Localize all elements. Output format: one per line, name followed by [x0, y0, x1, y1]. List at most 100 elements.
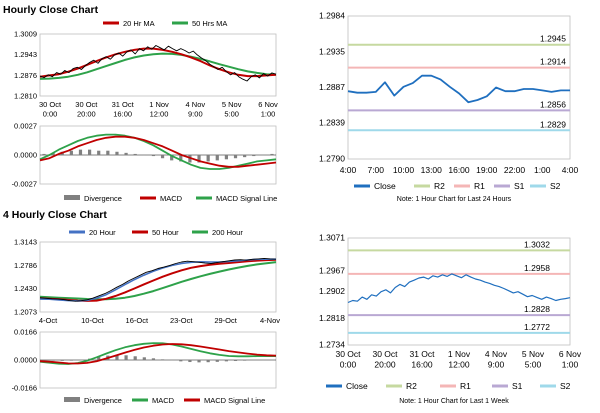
four-hourly-zoom-panel: 1.3071 1.2967 1.2902 1.2818 1.2734 1.3032 1.29… — [304, 226, 600, 412]
divergence-bar — [233, 155, 238, 159]
legend-label: 50 Hour — [152, 228, 179, 237]
divergence-bar — [115, 354, 119, 360]
divergence-bar — [170, 155, 174, 161]
legend-label: R1 — [474, 181, 485, 191]
x-tick-label: 1:00 — [562, 360, 579, 370]
series-close — [347, 74, 570, 104]
divergence-bar — [133, 356, 137, 360]
divergence-bar — [78, 149, 83, 155]
divergence-bar — [124, 355, 128, 360]
y-tick-label: 1.2876 — [14, 71, 37, 80]
legend-label: S2 — [550, 181, 561, 191]
x-tick-label: 31 Oct — [409, 349, 435, 359]
x-tick-label: 10-Oct — [81, 316, 104, 325]
x-tick-label: 13:00 — [421, 165, 443, 175]
four-hourly-macd-panel: 0.0166 0.0000 -0.0166 Divergence MACD MACD Si… — [0, 328, 292, 412]
x-tick-label: 19:00 — [476, 165, 498, 175]
level-label-s1: 1.2828 — [524, 304, 550, 314]
x-tick-label: 5 Nov — [222, 100, 242, 109]
legend-label: Close — [374, 181, 396, 191]
divergence-bar — [142, 357, 146, 360]
divergence-bar — [69, 150, 73, 155]
divergence-bar — [252, 155, 256, 157]
legend-label: R2 — [406, 381, 417, 391]
x-tick-label: 5:00 — [525, 360, 542, 370]
plot-area — [39, 241, 277, 313]
hourly-macd-chart: 0.0027 0.0000 -0.0027 Divergence MACD MACD Si… — [12, 122, 278, 204]
divergence-bar — [261, 155, 265, 156]
hourly-price-panel: 20 Hr MA 50 Hrs MA 1.3009 1.2943 1.2876 1.281… — [0, 18, 292, 128]
y-tick-label: 0.0166 — [14, 328, 37, 337]
y-tick-label: 1.2810 — [14, 92, 37, 101]
divergence-bar — [252, 360, 256, 361]
divergence-bar — [243, 360, 247, 361]
x-tick-label: 0:00 — [340, 360, 357, 370]
divergence-bar — [115, 151, 119, 155]
x-tick-label: 4 Nov — [186, 100, 206, 109]
x-tick-label: 16:00 — [411, 360, 433, 370]
level-label-r2: 1.3032 — [524, 239, 550, 249]
legend-label: 50 Hrs MA — [192, 19, 227, 28]
series-50hr-ma — [39, 52, 277, 80]
x-tick-label: 1 Nov — [149, 100, 169, 109]
x-tick-label: 29-Oct — [214, 316, 237, 325]
y-tick-label: 1.2967 — [319, 266, 345, 276]
divergence-bar — [60, 360, 64, 361]
divergence-bar — [151, 155, 156, 157]
divergence-bar — [42, 153, 46, 155]
legend-label: 20 Hour — [89, 228, 116, 237]
level-label-r1: 1.2958 — [524, 263, 550, 273]
legend-swatch — [64, 195, 80, 200]
legend-swatch — [64, 397, 80, 402]
four-hourly-price-panel: 20 Hour 50 Hour 200 Hour 1.3143 1.2786 1.2430… — [0, 226, 292, 330]
divergence-bar — [151, 358, 156, 360]
y-tick-label: -0.0166 — [12, 384, 37, 393]
divergence-bar — [160, 359, 165, 360]
x-tick-label: 4:00 — [562, 165, 579, 175]
x-tick-label: 4-Nov — [260, 316, 280, 325]
x-tick-label: 1:00 — [534, 165, 551, 175]
four-hourly-title: 4 Hourly Close Chart — [3, 209, 107, 221]
divergence-bar — [170, 360, 174, 361]
x-tick-label: 4 Nov — [485, 349, 508, 359]
x-tick-label: 9:00 — [188, 110, 203, 119]
y-tick-label: 1.3071 — [319, 233, 345, 243]
divergence-bar — [97, 150, 101, 155]
four-hourly-zoom-chart: 1.3071 1.2967 1.2902 1.2818 1.2734 1.3032 1.29… — [319, 233, 582, 406]
divergence-bar — [261, 360, 265, 361]
divergence-bar — [179, 155, 183, 162]
divergence-bar — [42, 360, 46, 361]
y-tick-label: 0.0027 — [14, 122, 37, 131]
series-20-hour — [39, 258, 276, 302]
x-tick-label: 20:00 — [77, 110, 96, 119]
x-tick-label: 23-Oct — [170, 316, 193, 325]
divergence-bar — [197, 155, 201, 163]
divergence-bar — [97, 356, 101, 360]
plot-area — [347, 237, 571, 346]
chart-note: Note: 1 Hour Chart for Last 1 Week — [399, 398, 509, 405]
level-label-s2: 1.2829 — [540, 119, 566, 129]
legend-label: MACD — [160, 194, 183, 203]
hourly-zoom-chart: 1.2984 1.2935 1.2887 1.2839 1.2790 1.2945 1.29… — [319, 11, 579, 204]
divergence-bar — [69, 360, 73, 361]
x-tick-label: 6 Nov — [258, 100, 278, 109]
level-label-r2: 1.2945 — [540, 34, 566, 44]
level-label-s1: 1.2856 — [540, 99, 566, 109]
y-tick-label: 1.2790 — [319, 154, 345, 164]
x-tick-label: 30 Oct — [372, 349, 398, 359]
divergence-bar — [197, 360, 201, 363]
y-tick-label: 1.2887 — [319, 82, 345, 92]
divergence-bar — [215, 155, 219, 161]
x-tick-label: 4-Oct — [39, 316, 58, 325]
x-tick-label: 30 Oct — [75, 100, 98, 109]
y-tick-label: 1.3143 — [14, 238, 37, 247]
divergence-bar — [224, 360, 228, 362]
legend-label: Divergence — [84, 194, 122, 203]
legend-label: R1 — [460, 381, 471, 391]
x-tick-label: 1:00 — [261, 110, 276, 119]
series-close — [39, 45, 277, 82]
legend-label: S1 — [514, 181, 525, 191]
x-tick-label: 7:00 — [367, 165, 384, 175]
level-label-r1: 1.2914 — [540, 57, 566, 67]
x-tick-label: 12:00 — [150, 110, 169, 119]
